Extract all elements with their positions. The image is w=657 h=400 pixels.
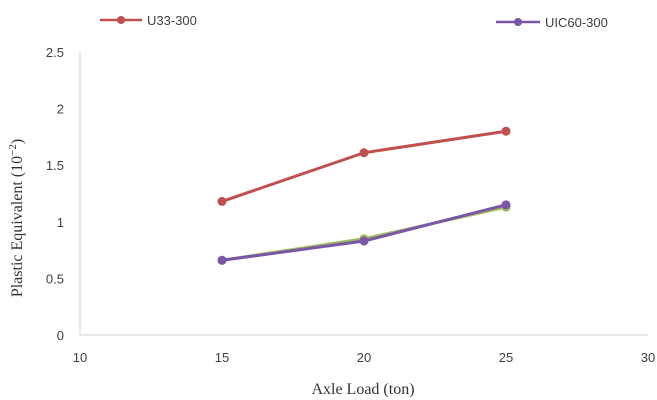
legend-label-uic60: UIC60-300 xyxy=(545,15,608,30)
x-axis-title: Axle Load (ton) xyxy=(311,381,414,398)
x-tick-label: 10 xyxy=(73,350,87,365)
y-tick-label: 2.5 xyxy=(46,45,64,60)
x-tick-label: 25 xyxy=(499,350,513,365)
data-point-uic60-300 xyxy=(359,236,369,246)
data-point-u33-300 xyxy=(359,148,369,158)
x-tick-label: 20 xyxy=(357,350,371,365)
data-point-u33-300 xyxy=(501,126,511,136)
y-axis-title-close: ) xyxy=(9,139,26,144)
y-axis-title-text: Plastic Equivalent (10 xyxy=(9,156,26,297)
x-tick-label: 30 xyxy=(641,350,655,365)
legend: U33-300 UIC60-300 xyxy=(100,13,608,30)
series-line-u33-300 xyxy=(221,129,507,203)
series-layer xyxy=(217,126,511,265)
legend-marker-u33 xyxy=(117,16,125,24)
y-tick-labels: 0 0.5 1 1.5 2 2.5 xyxy=(46,45,64,343)
data-point-u33-300 xyxy=(217,196,227,206)
legend-marker-uic60 xyxy=(514,18,522,26)
series-line-uic60-300 xyxy=(221,203,507,262)
y-tick-label: 0 xyxy=(57,328,64,343)
legend-label-u33: U33-300 xyxy=(147,13,197,28)
x-tick-labels: 10 15 20 25 30 xyxy=(73,350,655,365)
y-axis-title-exponent: −2 xyxy=(7,144,19,156)
data-point-uic60-300 xyxy=(501,200,511,210)
x-tick-label: 15 xyxy=(215,350,229,365)
y-tick-label: 1.5 xyxy=(46,158,64,173)
y-tick-label: 0.5 xyxy=(46,271,64,286)
y-axis-title: Plastic Equivalent (10−2) xyxy=(7,139,26,297)
y-tick-label: 1 xyxy=(57,215,64,230)
data-point-uic60-300 xyxy=(217,255,227,265)
y-tick-label: 2 xyxy=(57,102,64,117)
plot-area xyxy=(79,52,648,336)
